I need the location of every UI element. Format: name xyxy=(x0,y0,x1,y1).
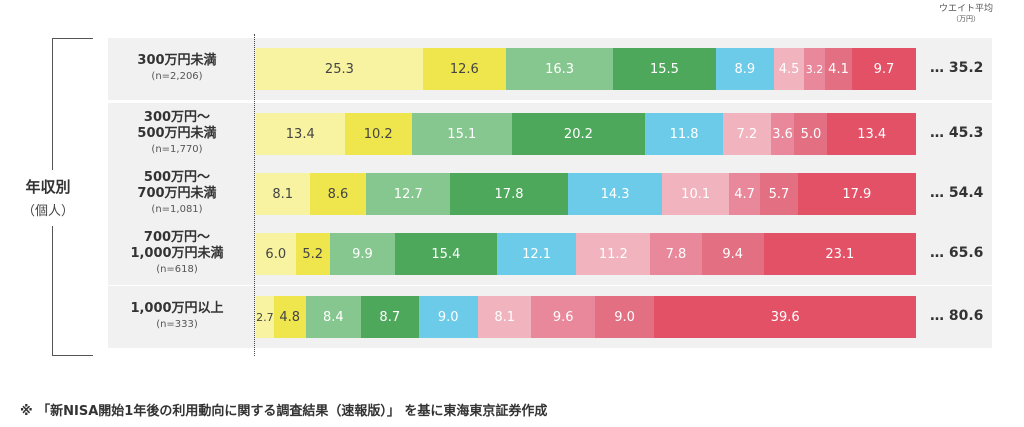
category-label: 1,000万円以上 (n=333) xyxy=(112,301,242,333)
bar-segment: 15.5 xyxy=(613,48,716,90)
bar-segment: 8.1 xyxy=(256,173,310,215)
bar-segment: 17.8 xyxy=(450,173,568,215)
bar-segment: 10.2 xyxy=(344,113,412,155)
category-label: 300万円未満 (n=2,206) xyxy=(112,53,242,85)
category-label: 300万円～ 500万円未満 (n=1,770) xyxy=(112,110,242,158)
bar-segment: 13.4 xyxy=(256,113,345,155)
avg-header-title: ウエイト平均 xyxy=(938,4,993,14)
category-label: 500万円～ 700万円未満 (n=1,081) xyxy=(112,170,242,218)
bar-segment: 8.6 xyxy=(309,173,367,215)
bar-segment: 9.0 xyxy=(594,296,655,338)
weighted-average-value: … 80.6 xyxy=(930,308,984,324)
weighted-average-value: … 35.2 xyxy=(930,60,984,76)
bar-segment: 8.9 xyxy=(715,48,775,90)
category-sample-size: (n=1,770) xyxy=(151,144,203,155)
category-sample-size: (n=333) xyxy=(156,319,198,330)
bar-segment: 12.1 xyxy=(496,233,577,275)
group-bracket-gap xyxy=(40,170,90,226)
group-label: 年収別 xyxy=(25,178,71,196)
bar-segment: 2.7 xyxy=(256,296,274,338)
category-label-line: 700万円～ xyxy=(143,230,211,245)
bar-segment: 8.7 xyxy=(361,296,419,338)
bar-segment: 23.1 xyxy=(763,233,916,275)
category-label-line: 300万円～ xyxy=(143,110,211,125)
bar-segment: 7.8 xyxy=(650,233,702,275)
bar-segment: 39.6 xyxy=(654,296,916,338)
bar-segment: 8.1 xyxy=(477,296,532,338)
bar-segment: 4.8 xyxy=(273,296,306,338)
bar-segment: 9.6 xyxy=(531,296,595,338)
bar-segment: 14.3 xyxy=(567,173,663,215)
category-label-line: 300万円未満 xyxy=(137,53,217,68)
bar-segment: 12.6 xyxy=(422,48,506,90)
weighted-average-value: … 65.6 xyxy=(930,245,984,261)
bar-segment: 3.6 xyxy=(770,113,795,155)
weighted-average-value: … 54.4 xyxy=(930,185,984,201)
group-sublabel: （個人） xyxy=(21,204,74,219)
bar-segment: 5.0 xyxy=(794,113,828,155)
bar-segment: 10.1 xyxy=(662,173,730,215)
bar-segment: 7.2 xyxy=(723,113,771,155)
avg-header: ウエイト平均 （万円） xyxy=(936,4,996,24)
footnote: ※ 「新NISA開始1年後の利用動向に関する調査結果（速報版）」 を基に東海東京… xyxy=(20,404,548,419)
bar-segment: 9.0 xyxy=(418,296,478,338)
bar-segment: 4.7 xyxy=(729,173,761,215)
category-sample-size: (n=618) xyxy=(156,264,198,275)
bar-segment: 5.2 xyxy=(295,233,330,275)
bar-segment: 17.9 xyxy=(797,173,916,215)
category-label-line: 500万円未満 xyxy=(137,126,217,141)
weighted-average-value: … 45.3 xyxy=(930,125,984,141)
bar-segment: 4.1 xyxy=(825,48,853,90)
avg-header-unit: （万円） xyxy=(952,15,980,23)
bar-segment: 15.1 xyxy=(411,113,512,155)
bar-segment: 8.4 xyxy=(305,296,362,338)
bar-segment: 15.4 xyxy=(395,233,497,275)
bar-segment: 16.3 xyxy=(505,48,614,90)
bar-segment: 3.2 xyxy=(803,48,825,90)
category-sample-size: (n=1,081) xyxy=(151,204,203,215)
bar-segment: 20.2 xyxy=(511,113,646,155)
category-label-line: 1,000万円未満 xyxy=(130,246,224,261)
category-sample-size: (n=2,206) xyxy=(151,71,203,82)
bar-segment: 11.8 xyxy=(645,113,724,155)
axis-dotted-line xyxy=(254,34,255,356)
bar-segment: 9.7 xyxy=(852,48,916,90)
bar-segment: 5.7 xyxy=(760,173,798,215)
bar-segment: 11.2 xyxy=(576,233,651,275)
bar-segment: 9.4 xyxy=(701,233,764,275)
bar-segment: 4.5 xyxy=(774,48,804,90)
category-label-line: 500万円～ xyxy=(143,170,211,185)
bar-segment: 25.3 xyxy=(256,48,423,90)
category-label: 700万円～ 1,000万円未満 (n=618) xyxy=(112,230,242,278)
bar-segment: 12.7 xyxy=(366,173,451,215)
bar-segment: 13.4 xyxy=(827,113,916,155)
bar-segment: 6.0 xyxy=(256,233,296,275)
category-label-line: 700万円未満 xyxy=(137,186,217,201)
category-label-line: 1,000万円以上 xyxy=(130,301,224,316)
bar-segment: 9.9 xyxy=(329,233,396,275)
